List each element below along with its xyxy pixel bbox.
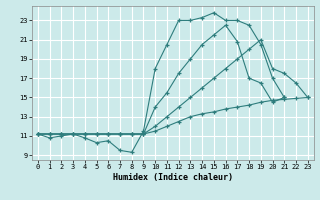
X-axis label: Humidex (Indice chaleur): Humidex (Indice chaleur) — [113, 173, 233, 182]
